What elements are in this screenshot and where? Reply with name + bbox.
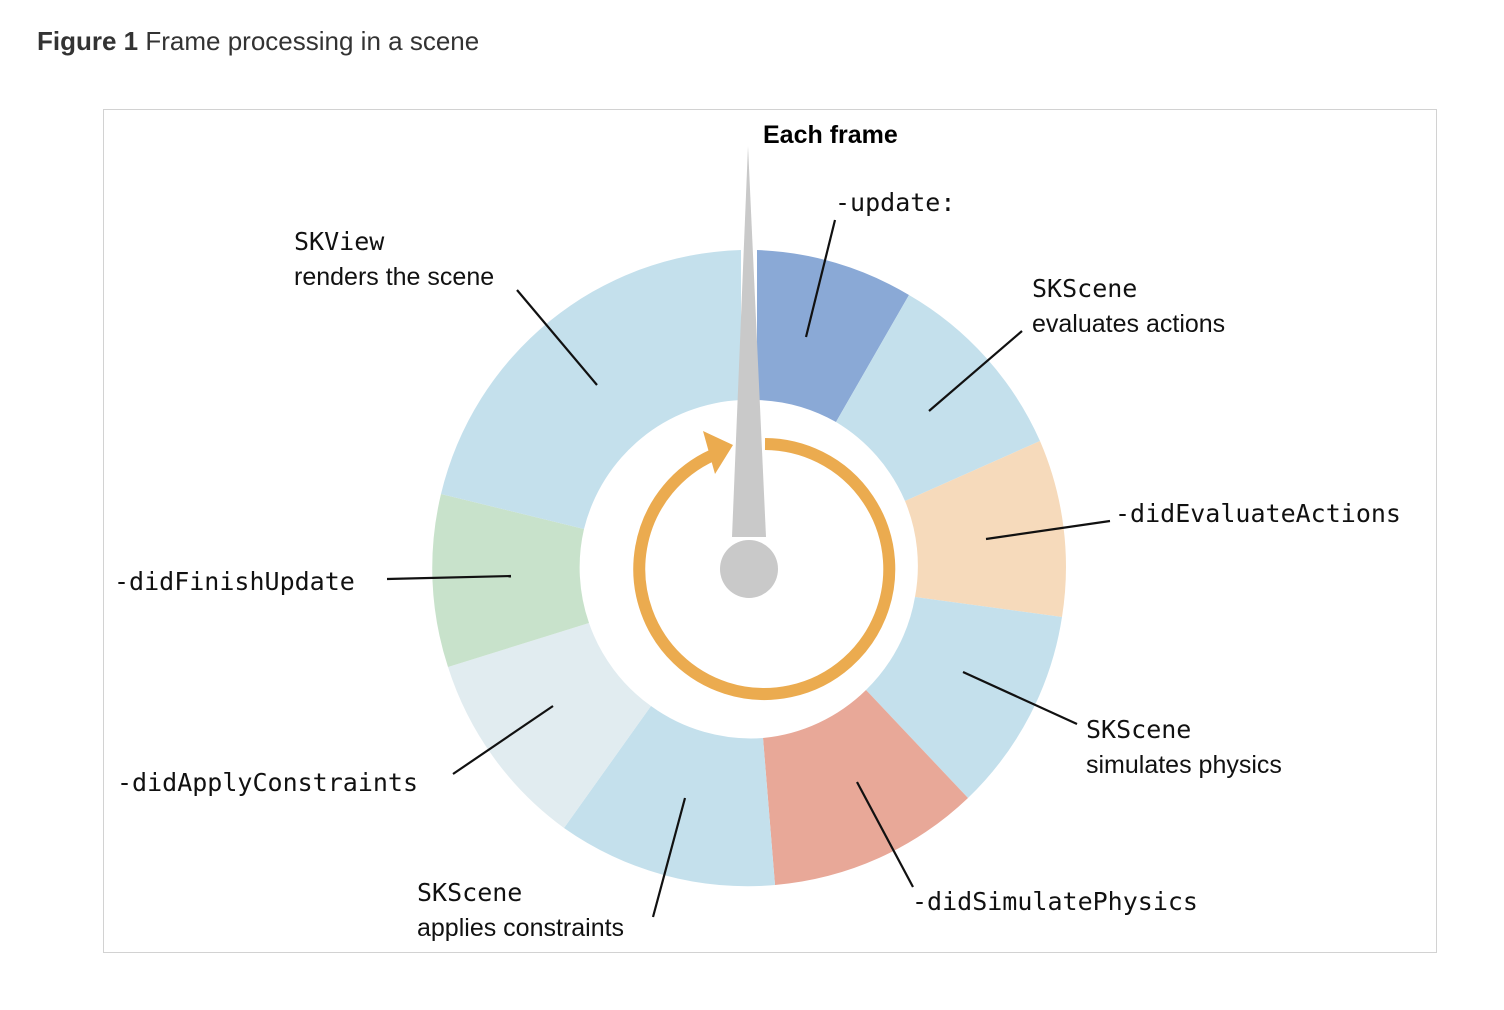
label-simulates-physics-line1: SKScene bbox=[1086, 715, 1191, 744]
cycle-arrowhead bbox=[703, 431, 733, 474]
each-frame-label: Each frame bbox=[763, 121, 898, 149]
label-did-finish-update: -didFinishUpdate bbox=[114, 567, 355, 596]
label-applies-constraints-line2: applies constraints bbox=[417, 914, 624, 942]
label-renders-scene-line2: renders the scene bbox=[294, 263, 494, 291]
segment-did-finish-update bbox=[432, 494, 589, 667]
leader-evaluates-actions bbox=[928, 330, 1023, 412]
label-did-simulate-physics: -didSimulatePhysics bbox=[912, 887, 1198, 916]
label-did-apply-constraints: -didApplyConstraints bbox=[117, 768, 418, 797]
label-did-evaluate-actions: -didEvaluateActions bbox=[1115, 499, 1401, 528]
figure-title: Frame processing in a scene bbox=[145, 26, 480, 56]
segment-renders-scene bbox=[441, 250, 741, 529]
segment-evaluates-actions bbox=[836, 295, 1040, 501]
label-applies-constraints-line1: SKScene bbox=[417, 878, 522, 907]
cycle-arrow bbox=[633, 438, 896, 700]
leader-did-evaluate-actions bbox=[985, 519, 1111, 541]
leader-did-simulate-physics bbox=[856, 781, 914, 888]
frame-pointer-needle bbox=[732, 146, 766, 537]
label-evaluates-actions-line2: evaluates actions bbox=[1032, 310, 1225, 338]
label-update: -update: bbox=[835, 188, 955, 217]
frame-pointer-hub bbox=[720, 540, 778, 598]
leader-did-apply-constraints bbox=[452, 705, 554, 775]
leader-applies-constraints bbox=[651, 797, 687, 918]
segment-did-simulate-physics bbox=[763, 690, 968, 885]
leader-simulates-physics bbox=[962, 670, 1078, 726]
leader-renders-scene bbox=[516, 289, 598, 386]
segment-did-evaluate-actions bbox=[905, 441, 1066, 617]
segment-simulates-physics bbox=[866, 597, 1062, 798]
figure-caption: Figure 1 Frame processing in a scene bbox=[37, 24, 479, 58]
label-renders-scene-line1: SKView bbox=[294, 227, 385, 256]
label-simulates-physics-line2: simulates physics bbox=[1086, 751, 1282, 779]
segment-did-apply-constraints bbox=[448, 623, 651, 828]
leader-did-finish-update bbox=[386, 574, 512, 581]
segment-applies-constraints bbox=[564, 706, 775, 887]
label-evaluates-actions-line1: SKScene bbox=[1032, 274, 1137, 303]
figure-number: Figure 1 bbox=[37, 26, 139, 56]
leader-update bbox=[804, 219, 837, 338]
segment-update bbox=[757, 250, 909, 422]
